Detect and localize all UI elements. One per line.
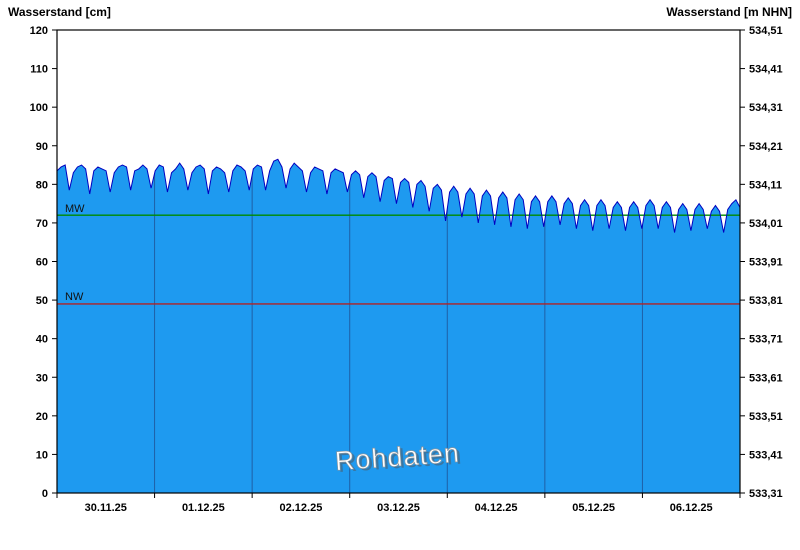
reference-lines (57, 214, 740, 305)
right-tick-label: 534,01 (749, 218, 783, 230)
left-tick-label: 110 (30, 64, 48, 76)
left-tick-label: 20 (36, 411, 48, 423)
day-label: 02.12.25 (280, 502, 323, 514)
left-axis: 0 10 20 30 40 50 60 70 80 90 100 110 120 (30, 25, 57, 500)
left-tick-label: 40 (36, 334, 48, 346)
right-tick-label: 533,51 (749, 411, 783, 423)
day-label: 30.11.25 (85, 502, 127, 514)
day-label: 03.12.25 (377, 502, 420, 514)
right-tick-label: 534,11 (749, 179, 782, 191)
day-label: 01.12.25 (182, 502, 225, 514)
right-tick-label: 533,41 (749, 449, 783, 461)
left-axis-title: Wasserstand [cm] (8, 5, 111, 19)
left-tick-label: 0 (42, 488, 48, 500)
left-tick-label: 60 (36, 257, 48, 269)
right-tick-label: 533,91 (749, 257, 783, 269)
right-tick-label: 534,51 (749, 25, 783, 37)
left-tick-label: 50 (36, 295, 48, 307)
water-level-line (56, 158, 741, 233)
day-label: 05.12.25 (572, 502, 615, 514)
day-label: 06.12.25 (670, 502, 713, 514)
right-tick-label: 533,71 (749, 334, 783, 346)
left-tick-label: 10 (36, 449, 48, 461)
right-tick-label: 534,41 (749, 64, 783, 76)
right-tick-label: 533,61 (749, 372, 783, 384)
water-level-area (57, 159, 740, 493)
right-tick-label: 533,81 (749, 295, 783, 307)
right-tick-label: 534,31 (749, 102, 783, 114)
left-tick-label: 120 (30, 25, 48, 37)
plot-area: 0 10 20 30 40 50 60 70 80 90 100 110 120 534,51 534,41… (30, 25, 783, 514)
plot-border (56, 29, 741, 494)
left-tick-label: 70 (36, 218, 48, 230)
left-tick-label: 100 (30, 102, 48, 114)
left-tick-label: 30 (36, 372, 48, 384)
right-axis-title: Wasserstand [m NHN] (666, 5, 792, 19)
left-tick-label: 90 (36, 141, 48, 153)
nw-line-label: NW (65, 291, 84, 303)
day-gridlines (154, 159, 643, 493)
left-tick-label: 80 (36, 179, 48, 191)
x-axis: 30.11.25 01.12.25 02.12.25 03.12.25 04.12.25… (56, 493, 741, 514)
day-label: 04.12.25 (475, 502, 518, 514)
right-tick-label: 533,31 (749, 488, 783, 500)
mw-line-label: MW (65, 203, 85, 215)
right-axis: 534,51 534,41 534,31 534,21 534,11 534,01 533,… (740, 25, 783, 500)
right-tick-label: 534,21 (749, 141, 783, 153)
